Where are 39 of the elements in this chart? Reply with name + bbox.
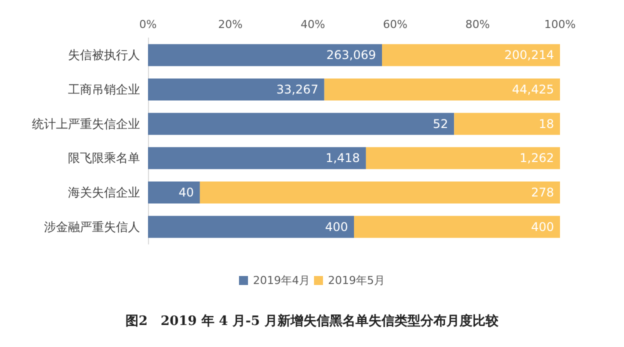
annotation: 1,418 bbox=[326, 151, 360, 166]
bar bbox=[354, 216, 560, 238]
bar bbox=[148, 147, 366, 170]
y-tick-label: 涉金融严重失信人 bbox=[44, 220, 140, 234]
x-tick-label: 60% bbox=[382, 18, 408, 31]
bar bbox=[148, 182, 200, 204]
x-tick-label: 100% bbox=[544, 18, 576, 31]
annotation: 400 bbox=[325, 220, 348, 234]
annotation: 1,262 bbox=[520, 151, 554, 166]
bar bbox=[148, 216, 354, 238]
annotation: 263,069 bbox=[326, 48, 376, 62]
x-tick-label: 40% bbox=[300, 18, 326, 31]
bar bbox=[148, 44, 382, 66]
annotation: 18 bbox=[538, 116, 554, 131]
annotation: 40 bbox=[178, 186, 194, 200]
annotation: 52 bbox=[432, 116, 448, 131]
bar bbox=[382, 44, 560, 66]
annotation: 44,425 bbox=[512, 82, 554, 96]
legend-label: 2019年5月 bbox=[328, 274, 385, 287]
y-tick-label: 海关失信企业 bbox=[68, 186, 140, 200]
y-tick-label: 工商吊销企业 bbox=[68, 82, 140, 96]
y-tick-label: 失信被执行人 bbox=[68, 48, 140, 62]
legend-label: 2019年4月 bbox=[253, 274, 310, 287]
y-tick-label: 限飞限乘名单 bbox=[68, 151, 140, 166]
bar bbox=[148, 112, 454, 135]
annotation: 200,214 bbox=[504, 48, 554, 62]
x-tick-label: 80% bbox=[465, 18, 490, 31]
y-tick-label: 统计上严重失信企业 bbox=[32, 116, 140, 131]
x-tick-label: 20% bbox=[218, 18, 243, 31]
bar bbox=[454, 112, 560, 135]
x-tick-label: 0% bbox=[139, 18, 157, 31]
annotation: 33,267 bbox=[276, 82, 318, 96]
bar bbox=[200, 182, 560, 204]
annotation: 278 bbox=[531, 186, 554, 200]
text: 图2 2019 年 4 月-5 月新增失信黑名单失信类型分布月度比较 bbox=[126, 313, 500, 329]
bar bbox=[324, 78, 560, 100]
annotation: 400 bbox=[531, 220, 554, 234]
bar bbox=[366, 147, 560, 170]
bar bbox=[148, 78, 324, 100]
